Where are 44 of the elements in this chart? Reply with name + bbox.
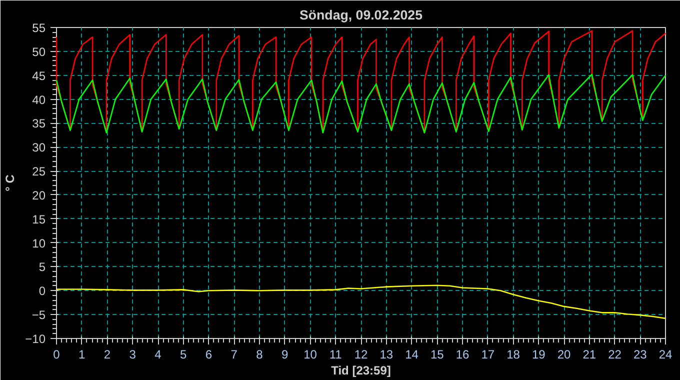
y-tick-label: 25 — [32, 164, 46, 179]
x-tick-label: 1 — [78, 348, 86, 362]
x-tick-label: 10 — [304, 348, 318, 362]
y-tick-label: 30 — [32, 140, 46, 155]
x-tick-label: 18 — [506, 348, 520, 362]
x-tick-label: 19 — [532, 348, 546, 362]
y-tick-label: −10 — [25, 332, 46, 346]
y-tick-label: 20 — [32, 188, 46, 202]
y-tick-label: 50 — [32, 44, 46, 59]
x-tick-label: 13 — [380, 348, 394, 362]
x-tick-label: 20 — [557, 348, 571, 362]
x-tick-label: 5 — [180, 348, 188, 362]
x-tick-label: 6 — [205, 348, 212, 362]
x-tick-label: 15 — [430, 348, 444, 362]
y-tick-label: 55 — [32, 21, 46, 35]
y-tick-label: 45 — [32, 68, 46, 83]
x-tick-label: 4 — [154, 348, 162, 362]
x-tick-label: 23 — [633, 348, 648, 362]
x-tick-label: 22 — [608, 348, 622, 362]
x-axis-title: Tid [23:59] — [331, 364, 391, 378]
x-tick-label: 12 — [354, 348, 368, 362]
y-tick-label: 35 — [32, 116, 46, 131]
x-tick-label: 14 — [405, 348, 419, 362]
line-series — [56, 74, 666, 134]
y-tick-label: 15 — [32, 212, 46, 226]
x-tick-label: 17 — [481, 348, 495, 362]
x-tick-label: 16 — [456, 348, 470, 362]
x-tick-label: 2 — [104, 348, 111, 362]
y-tick-label: 10 — [32, 236, 46, 250]
chart-title: Söndag, 09.02.2025 — [300, 8, 424, 22]
y-axis-title: ° C — [3, 174, 18, 192]
x-tick-label: 7 — [230, 348, 238, 362]
x-tick-label: 9 — [282, 348, 289, 362]
y-tick-label: 40 — [32, 92, 46, 107]
x-tick-label: 3 — [129, 348, 136, 362]
y-tick-label: 0 — [38, 284, 46, 298]
x-tick-label: 24 — [658, 348, 672, 362]
x-tick-label: 11 — [329, 348, 342, 362]
x-tick-label: 21 — [582, 348, 596, 362]
line-series — [56, 284, 666, 320]
x-tick-label: 8 — [256, 348, 264, 362]
y-tick-label: −5 — [32, 308, 46, 322]
y-tick-label: 5 — [38, 260, 46, 274]
x-tick-label: 0 — [53, 348, 60, 362]
